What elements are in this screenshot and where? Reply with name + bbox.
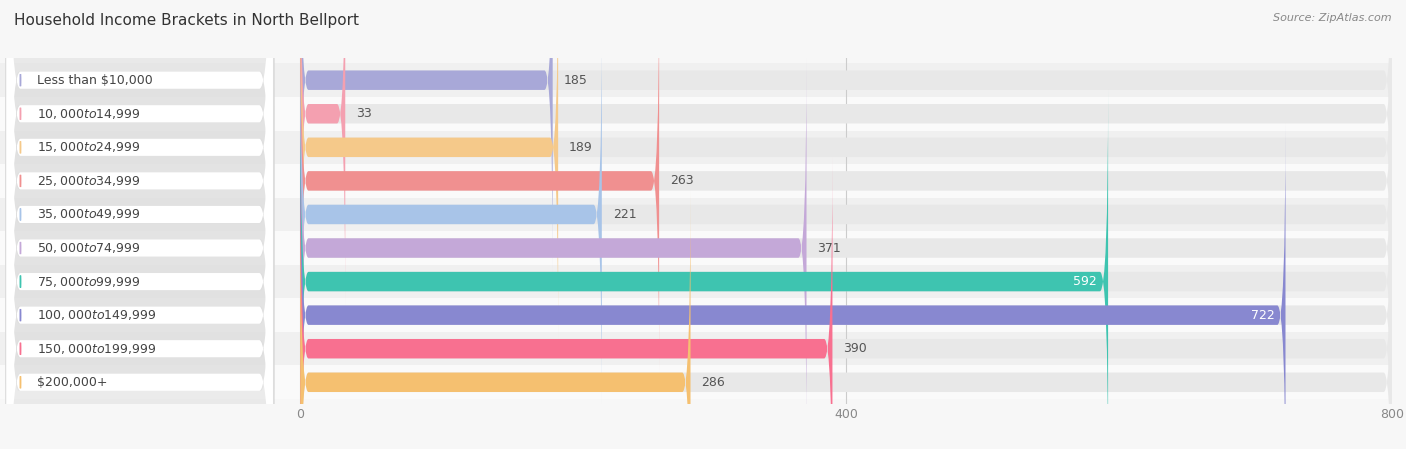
FancyBboxPatch shape bbox=[7, 0, 273, 407]
FancyBboxPatch shape bbox=[301, 0, 553, 272]
FancyBboxPatch shape bbox=[301, 123, 1392, 449]
FancyBboxPatch shape bbox=[6, 89, 274, 449]
Bar bbox=[0, 97, 1392, 131]
Text: 185: 185 bbox=[564, 74, 588, 87]
Bar bbox=[0, 131, 1392, 164]
Text: 592: 592 bbox=[1073, 275, 1097, 288]
Text: 263: 263 bbox=[671, 174, 693, 187]
FancyBboxPatch shape bbox=[7, 0, 273, 441]
Bar bbox=[0, 198, 1392, 231]
FancyBboxPatch shape bbox=[7, 22, 273, 449]
FancyBboxPatch shape bbox=[301, 157, 832, 449]
Text: $100,000 to $149,999: $100,000 to $149,999 bbox=[37, 308, 156, 322]
FancyBboxPatch shape bbox=[301, 123, 1285, 449]
FancyBboxPatch shape bbox=[6, 0, 274, 449]
Bar bbox=[0, 299, 1392, 332]
FancyBboxPatch shape bbox=[6, 0, 274, 449]
FancyBboxPatch shape bbox=[301, 0, 1392, 272]
FancyBboxPatch shape bbox=[301, 191, 1392, 449]
Bar bbox=[0, 231, 1392, 265]
Text: 722: 722 bbox=[1251, 308, 1275, 321]
FancyBboxPatch shape bbox=[6, 22, 274, 449]
Text: $50,000 to $74,999: $50,000 to $74,999 bbox=[37, 241, 141, 255]
FancyBboxPatch shape bbox=[7, 0, 273, 449]
FancyBboxPatch shape bbox=[301, 57, 807, 440]
FancyBboxPatch shape bbox=[7, 0, 273, 449]
Text: $25,000 to $34,999: $25,000 to $34,999 bbox=[37, 174, 141, 188]
FancyBboxPatch shape bbox=[301, 0, 346, 305]
Bar bbox=[0, 63, 1392, 97]
Text: $15,000 to $24,999: $15,000 to $24,999 bbox=[37, 141, 141, 154]
Text: 189: 189 bbox=[569, 141, 593, 154]
FancyBboxPatch shape bbox=[301, 157, 1392, 449]
FancyBboxPatch shape bbox=[7, 0, 273, 449]
FancyBboxPatch shape bbox=[301, 191, 690, 449]
FancyBboxPatch shape bbox=[301, 23, 1392, 406]
FancyBboxPatch shape bbox=[301, 0, 659, 373]
Text: $75,000 to $99,999: $75,000 to $99,999 bbox=[37, 275, 141, 289]
FancyBboxPatch shape bbox=[7, 0, 273, 449]
Text: $10,000 to $14,999: $10,000 to $14,999 bbox=[37, 107, 141, 121]
FancyBboxPatch shape bbox=[7, 0, 273, 449]
Bar bbox=[0, 365, 1392, 399]
Text: 390: 390 bbox=[844, 342, 868, 355]
FancyBboxPatch shape bbox=[301, 23, 602, 406]
FancyBboxPatch shape bbox=[6, 0, 274, 407]
FancyBboxPatch shape bbox=[6, 0, 274, 449]
FancyBboxPatch shape bbox=[6, 0, 274, 374]
FancyBboxPatch shape bbox=[6, 55, 274, 449]
FancyBboxPatch shape bbox=[301, 90, 1392, 449]
Text: 221: 221 bbox=[613, 208, 637, 221]
Bar bbox=[0, 164, 1392, 198]
Bar bbox=[0, 332, 1392, 365]
FancyBboxPatch shape bbox=[6, 0, 274, 441]
FancyBboxPatch shape bbox=[301, 90, 1108, 449]
FancyBboxPatch shape bbox=[301, 0, 558, 339]
Text: Less than $10,000: Less than $10,000 bbox=[37, 74, 153, 87]
FancyBboxPatch shape bbox=[301, 0, 1392, 339]
Text: Source: ZipAtlas.com: Source: ZipAtlas.com bbox=[1274, 13, 1392, 23]
FancyBboxPatch shape bbox=[301, 0, 1392, 373]
FancyBboxPatch shape bbox=[7, 55, 273, 449]
Text: $35,000 to $49,999: $35,000 to $49,999 bbox=[37, 207, 141, 221]
Text: $200,000+: $200,000+ bbox=[37, 376, 107, 389]
Text: 286: 286 bbox=[702, 376, 725, 389]
Text: 33: 33 bbox=[356, 107, 373, 120]
Text: $150,000 to $199,999: $150,000 to $199,999 bbox=[37, 342, 156, 356]
FancyBboxPatch shape bbox=[301, 0, 1392, 305]
Text: Household Income Brackets in North Bellport: Household Income Brackets in North Bellp… bbox=[14, 13, 359, 28]
FancyBboxPatch shape bbox=[7, 0, 273, 449]
FancyBboxPatch shape bbox=[6, 0, 274, 449]
Text: 371: 371 bbox=[817, 242, 841, 255]
Bar bbox=[0, 265, 1392, 299]
FancyBboxPatch shape bbox=[301, 57, 1392, 440]
